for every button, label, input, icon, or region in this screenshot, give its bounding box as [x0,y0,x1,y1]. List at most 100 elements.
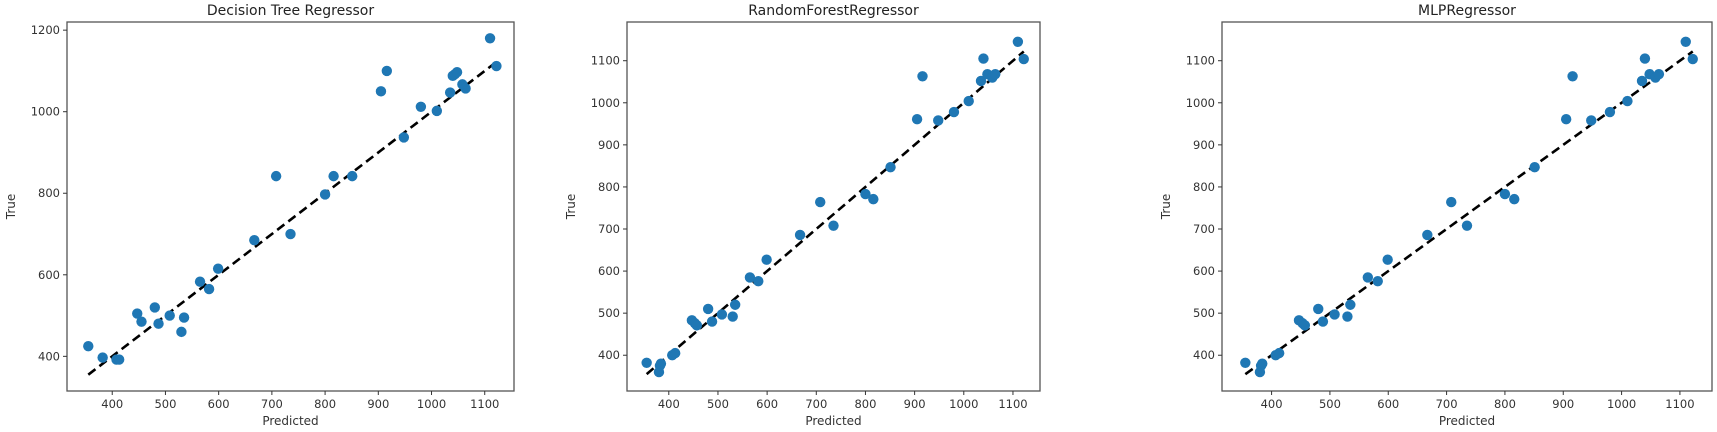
data-point [460,83,471,94]
y-tick-label: 900 [598,138,620,152]
x-tick-label: 500 [1319,397,1341,411]
data-point [1329,309,1340,320]
data-point [491,60,502,72]
data-point [212,263,224,274]
data-point [451,66,463,78]
data-point [1680,36,1691,47]
y-tick-label: 1000 [591,96,620,110]
x-tick-label: 800 [854,397,876,411]
data-point [415,101,427,113]
y-tick-label: 1100 [591,54,620,68]
x-tick-label: 900 [904,397,926,411]
x-tick-label: 1000 [949,397,978,411]
y-tick-label: 700 [1193,222,1215,236]
plot-frame [1221,21,1713,392]
data-point [1560,113,1572,125]
data-point [132,308,143,319]
data-point [948,106,960,118]
data-point [729,299,741,310]
x-axis-label: Predicted [805,414,861,428]
chart-title: RandomForestRegressor [748,3,919,19]
scatter-plot: Decision Tree Regressor 400 500 600 700 800 90… [4,3,515,428]
data-point [691,320,703,331]
data-point [178,312,190,323]
data-point [249,234,260,246]
y-tick-label: 600 [38,268,60,282]
data-point [753,275,764,287]
chart-decision-tree: Decision Tree Regressor 400 500 600 700 800 90… [0,0,520,432]
data-point [1257,358,1268,369]
data-point [669,347,681,359]
data-point [933,115,944,126]
y-tick-label: 700 [598,222,620,236]
y-tick-label: 800 [598,180,620,194]
y-tick-label: 400 [598,348,620,362]
x-axis: 400 500 600 700 800 900 1000 1100 [658,391,1028,411]
x-tick-label: 900 [367,397,389,411]
y-axis-label: True [564,194,578,221]
y-axis: 400 600 800 1000 1200 [31,23,67,363]
data-point [978,53,989,64]
data-point [815,196,826,208]
data-point [761,254,772,265]
data-point [1604,106,1616,118]
data-point [1529,161,1540,173]
x-tick-label: 400 [101,397,123,411]
x-tick-label: 600 [208,397,230,411]
data-point [990,68,1001,80]
identity-reference-line [645,50,1025,376]
data-point [885,161,896,173]
data-point [347,170,358,182]
data-point [1018,53,1029,65]
y-axis-label: True [1159,194,1173,221]
data-point [868,193,879,205]
data-point [860,188,871,200]
x-tick-label: 900 [1552,397,1574,411]
data-point [194,276,206,287]
data-point [319,189,331,200]
data-point [149,302,161,313]
data-point [963,95,974,107]
x-tick-label: 1100 [470,397,499,411]
data-point [1446,196,1457,208]
data-point [381,65,393,77]
data-point [1240,357,1251,369]
x-tick-label: 700 [805,397,827,411]
y-axis-label: True [4,194,18,221]
data-point [83,340,94,352]
x-axis: 400 500 600 700 800 900 1000 1100 [101,391,499,411]
data-point [702,303,714,315]
y-tick-label: 1200 [31,23,60,37]
x-axis: 400 500 600 700 800 900 1000 1100 [1261,391,1695,411]
data-point [153,318,164,329]
x-tick-label: 1100 [1665,397,1694,411]
data-point [444,87,456,98]
data-point [1012,36,1024,47]
y-tick-label: 1000 [31,105,60,119]
data-point [706,316,718,327]
x-tick-label: 500 [154,397,176,411]
data-point [727,311,738,322]
data-point [113,354,125,365]
chart-title: MLPRegressor [1418,3,1516,19]
y-tick-label: 400 [1193,348,1215,362]
data-point [917,71,928,82]
data-point [164,310,175,321]
data-point [744,272,756,283]
data-point [1317,316,1329,327]
x-tick-label: 1000 [417,397,446,411]
y-tick-label: 900 [1193,138,1215,152]
data-points [83,33,502,365]
y-tick-label: 1000 [1186,96,1215,110]
x-axis-label: Predicted [1439,414,1495,428]
data-point [1499,188,1511,200]
plot-frame [66,21,515,392]
x-tick-label: 1100 [998,397,1027,411]
data-point [328,170,339,182]
data-points [1240,36,1698,378]
data-point [655,358,667,369]
data-point [1586,115,1597,126]
